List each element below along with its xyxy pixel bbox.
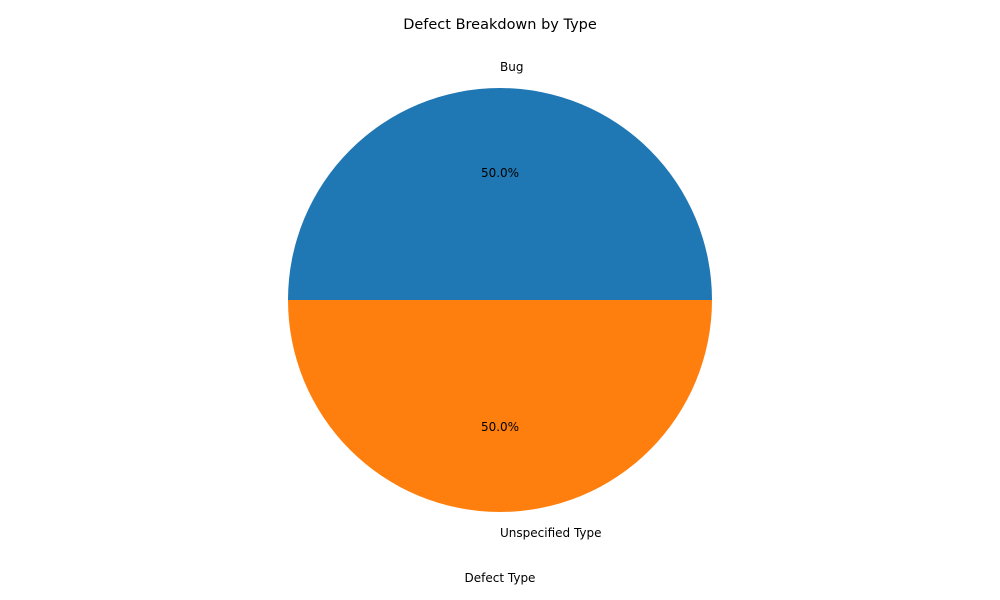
pie-slice-unspecified-type — [288, 300, 712, 512]
percent-label-unspecified-type: 50.0% — [481, 420, 519, 434]
x-axis-label: Defect Type — [465, 571, 536, 585]
pie-slice-bug — [288, 88, 712, 300]
category-label-bug: Bug — [500, 60, 523, 74]
pie-labels: 50.0% Bug 50.0% Unspecified Type — [481, 60, 602, 540]
chart-title: Defect Breakdown by Type — [403, 17, 597, 33]
pie-slices — [288, 88, 712, 512]
percent-label-bug: 50.0% — [481, 166, 519, 180]
category-label-unspecified-type: Unspecified Type — [500, 526, 602, 540]
